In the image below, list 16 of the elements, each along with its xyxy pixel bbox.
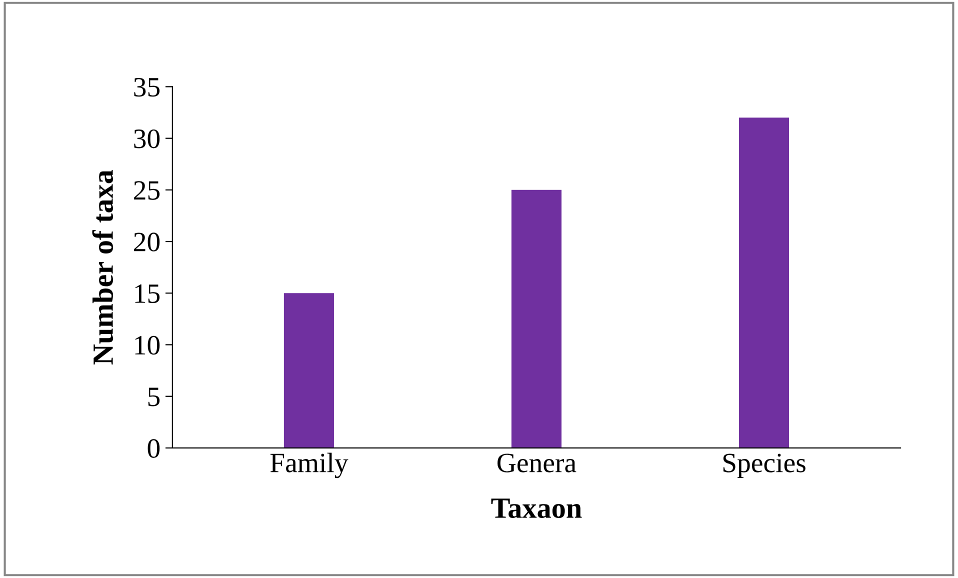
x-axis-title: Taxaon (491, 498, 582, 518)
x-tick-label: Genera (498, 454, 576, 472)
y-tick-label: 35 (134, 78, 160, 97)
y-tick-label: 10 (135, 336, 160, 355)
y-tick-label: 30 (134, 129, 160, 148)
y-tick-label: 15 (135, 284, 160, 304)
y-tick-label: 0 (148, 439, 160, 458)
bar (738, 118, 790, 448)
x-tick-label: Species (723, 454, 806, 478)
y-tick-label: 5 (148, 388, 160, 406)
y-axis-title: Number of taxa (92, 170, 114, 365)
bar (284, 293, 334, 448)
bar (511, 190, 562, 448)
y-tick-label: 25 (134, 181, 160, 200)
y-tick-label: 20 (134, 232, 160, 252)
x-tick-label: Family (270, 452, 348, 478)
